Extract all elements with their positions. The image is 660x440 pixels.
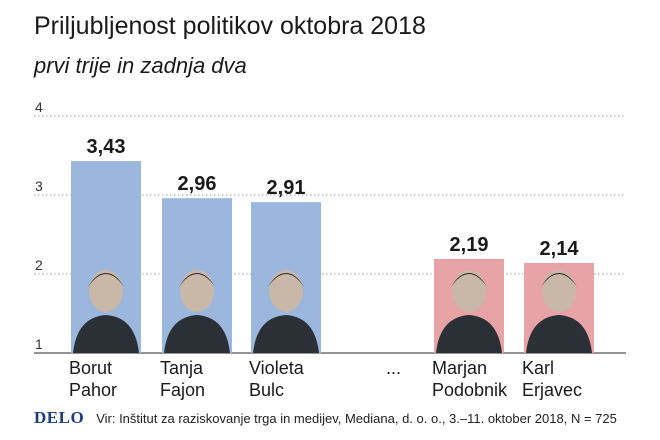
- portrait-head-4: [542, 270, 576, 312]
- portrait-hair-0: [88, 273, 124, 287]
- portrait-3: [436, 270, 502, 353]
- y-tick-label-1: 1: [35, 336, 43, 352]
- portrait-hair-1: [179, 273, 215, 287]
- y-tick-label-2: 2: [35, 257, 43, 273]
- chart-subtitle: prvi trije in zadnja dva: [34, 53, 247, 78]
- portrait-body-0: [73, 315, 139, 353]
- footer: DELO Vir: Inštitut za raziskovanje trga i…: [34, 408, 617, 428]
- portrait-2: [253, 270, 319, 353]
- delo-logo: DELO: [34, 408, 85, 427]
- portrait-head-1: [180, 270, 214, 312]
- portrait-body-2: [253, 315, 319, 353]
- portrait-hair-2: [268, 273, 304, 287]
- value-label-4: 2,14: [540, 238, 580, 260]
- category-label-4-line2: Erjavec: [522, 380, 582, 400]
- value-label-0: 3,43: [87, 136, 126, 158]
- separator-ellipsis: ...: [386, 358, 401, 378]
- portrait-body-3: [436, 315, 502, 353]
- portrait-0: [73, 270, 139, 353]
- category-label-2-line2: Bulc: [249, 380, 284, 400]
- portrait-head-3: [452, 270, 486, 312]
- category-label-3-line2: Podobnik: [432, 380, 508, 400]
- y-tick-label-4: 4: [35, 99, 43, 115]
- portrait-head-2: [269, 270, 303, 312]
- value-label-2: 2,91: [267, 177, 306, 199]
- value-label-3: 2,19: [450, 234, 489, 256]
- category-label-0-line2: Pahor: [69, 380, 117, 400]
- chart-title: Priljubljenost politikov oktobra 2018: [34, 12, 426, 40]
- category-label-2-line1: Violeta: [249, 358, 305, 378]
- portrait-head-0: [89, 270, 123, 312]
- portrait-body-1: [164, 315, 230, 353]
- category-label-1-line1: Tanja: [160, 358, 204, 378]
- source-note: Vir: Inštitut za raziskovanje trga in me…: [96, 411, 617, 426]
- portrait-body-4: [526, 315, 592, 353]
- portrait-hair-4: [541, 273, 577, 287]
- category-label-3-line1: Marjan: [432, 358, 487, 378]
- portrait-hair-3: [451, 273, 487, 287]
- category-label-0-line1: Borut: [69, 358, 112, 378]
- value-label-1: 2,96: [178, 173, 217, 195]
- y-tick-label-3: 3: [35, 178, 43, 194]
- category-label-4-line1: Karl: [522, 358, 554, 378]
- category-label-1-line2: Fajon: [160, 380, 205, 400]
- portrait-4: [526, 270, 592, 353]
- portrait-1: [164, 270, 230, 353]
